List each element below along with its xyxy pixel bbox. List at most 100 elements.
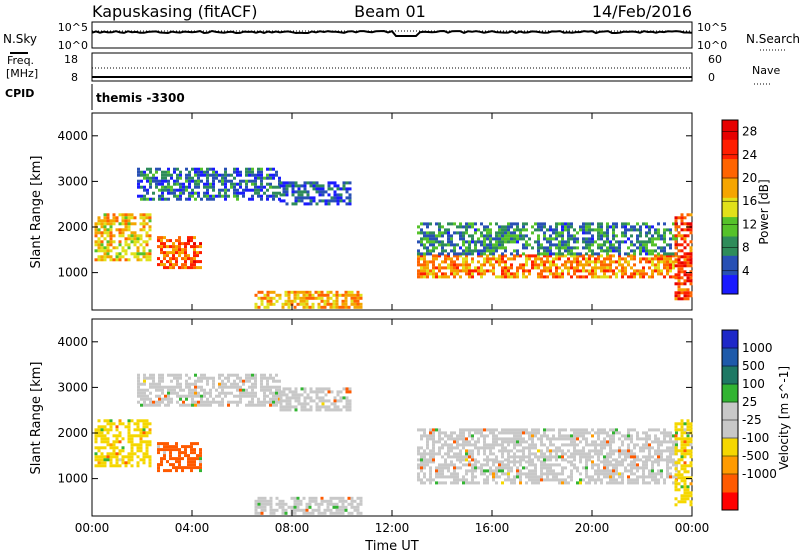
heatmap-cell — [510, 428, 513, 432]
heatmap-cell — [297, 193, 301, 197]
heatmap-cell — [324, 405, 328, 409]
heatmap-cell — [567, 243, 570, 247]
heatmap-cell — [618, 240, 621, 244]
heatmap-cell — [558, 449, 561, 453]
heatmap-cell — [136, 449, 140, 453]
heatmap-cell — [603, 257, 606, 261]
heatmap-cell — [462, 240, 465, 244]
heatmap-cell — [269, 302, 273, 306]
heatmap-cell — [441, 469, 444, 473]
heatmap-cell — [639, 260, 642, 264]
heatmap-cell — [248, 394, 251, 398]
heatmap-cell — [140, 403, 143, 407]
heatmap-cell — [585, 469, 588, 473]
heatmap-cell — [597, 475, 600, 479]
heatmap-cell — [124, 258, 128, 262]
heatmap-cell — [133, 443, 137, 447]
heatmap-cell — [686, 422, 690, 426]
heatmap-cell — [597, 449, 600, 453]
heatmap-cell — [534, 463, 537, 467]
heatmap-cell — [335, 496, 339, 500]
heatmap-cell — [558, 231, 561, 235]
heatmap-cell — [531, 469, 534, 473]
heatmap-cell — [199, 460, 202, 464]
heatmap-cell — [130, 216, 134, 220]
heatmap-cell — [187, 466, 190, 470]
heatmap-cell — [450, 460, 453, 464]
heatmap-cell — [624, 272, 627, 276]
heatmap-cell — [519, 234, 522, 238]
heatmap-cell — [480, 222, 483, 226]
heatmap-cell — [167, 391, 170, 395]
heatmap-cell — [329, 305, 333, 309]
heatmap-cell — [435, 234, 438, 238]
heatmap-cell — [624, 466, 627, 470]
heatmap-cell — [97, 228, 101, 232]
heatmap-cell — [630, 472, 633, 476]
heatmap-cell — [429, 231, 432, 235]
heatmap-cell — [359, 511, 363, 515]
heatmap-cell — [639, 449, 642, 453]
heatmap-cell — [603, 455, 606, 459]
heatmap-cell — [585, 263, 588, 267]
heatmap-cell — [686, 419, 690, 423]
heatmap-cell — [672, 440, 675, 444]
heatmap-cell — [498, 437, 501, 441]
heatmap-cell — [423, 431, 426, 435]
heatmap-cell — [320, 299, 324, 303]
heatmap-cell — [663, 231, 666, 235]
heatmap-cell — [657, 260, 660, 264]
heatmap-cell — [651, 272, 654, 276]
heatmap-cell — [173, 182, 176, 186]
heatmap-cell — [516, 272, 519, 276]
heatmap-cell — [642, 272, 645, 276]
heatmap-cell — [597, 254, 600, 258]
heatmap-cell — [543, 249, 546, 253]
heatmap-cell — [197, 391, 200, 395]
heatmap-cell — [106, 252, 110, 256]
heatmap-cell — [245, 373, 248, 377]
heatmap-cell — [657, 440, 660, 444]
heatmap-cell — [582, 257, 585, 261]
heatmap-cell — [483, 257, 486, 261]
heatmap-cell — [486, 260, 489, 264]
heatmap-cell — [489, 243, 492, 247]
heatmap-cell — [495, 231, 498, 235]
heatmap-cell — [657, 228, 660, 232]
heatmap-cell — [582, 437, 585, 441]
heatmap-cell — [140, 173, 143, 177]
heatmap-cell — [329, 296, 333, 300]
heatmap-cell — [585, 452, 588, 456]
heatmap-cell — [148, 440, 152, 444]
heatmap-cell — [197, 185, 200, 189]
heatmap-cell — [513, 231, 516, 235]
heatmap-cell — [321, 390, 325, 394]
heatmap-cell — [579, 452, 582, 456]
heatmap-cell — [689, 425, 693, 429]
heatmap-cell — [689, 476, 693, 480]
velocity-colorbar-swatch — [722, 420, 738, 439]
heatmap-cell — [516, 475, 519, 479]
heatmap-cell — [471, 478, 474, 482]
heatmap-cell — [143, 400, 146, 404]
heatmap-cell — [456, 472, 459, 476]
heatmap-cell — [206, 391, 209, 395]
heatmap-cell — [689, 240, 693, 244]
heatmap-cell — [181, 242, 184, 246]
heatmap-cell — [534, 481, 537, 485]
heatmap-cell — [203, 394, 206, 398]
heatmap-cell — [152, 191, 155, 195]
heatmap-cell — [677, 288, 681, 292]
heatmap-cell — [636, 443, 639, 447]
heatmap-cell — [645, 455, 648, 459]
heatmap-cell — [483, 225, 486, 229]
heatmap-cell — [683, 240, 687, 244]
heatmap-cell — [576, 269, 579, 273]
heatmap-cell — [657, 463, 660, 467]
heatmap-cell — [326, 296, 330, 300]
heatmap-cell — [677, 449, 681, 453]
heatmap-cell — [507, 237, 510, 241]
heatmap-cell — [468, 252, 471, 256]
heatmap-cell — [674, 437, 678, 441]
heatmap-cell — [429, 428, 432, 432]
